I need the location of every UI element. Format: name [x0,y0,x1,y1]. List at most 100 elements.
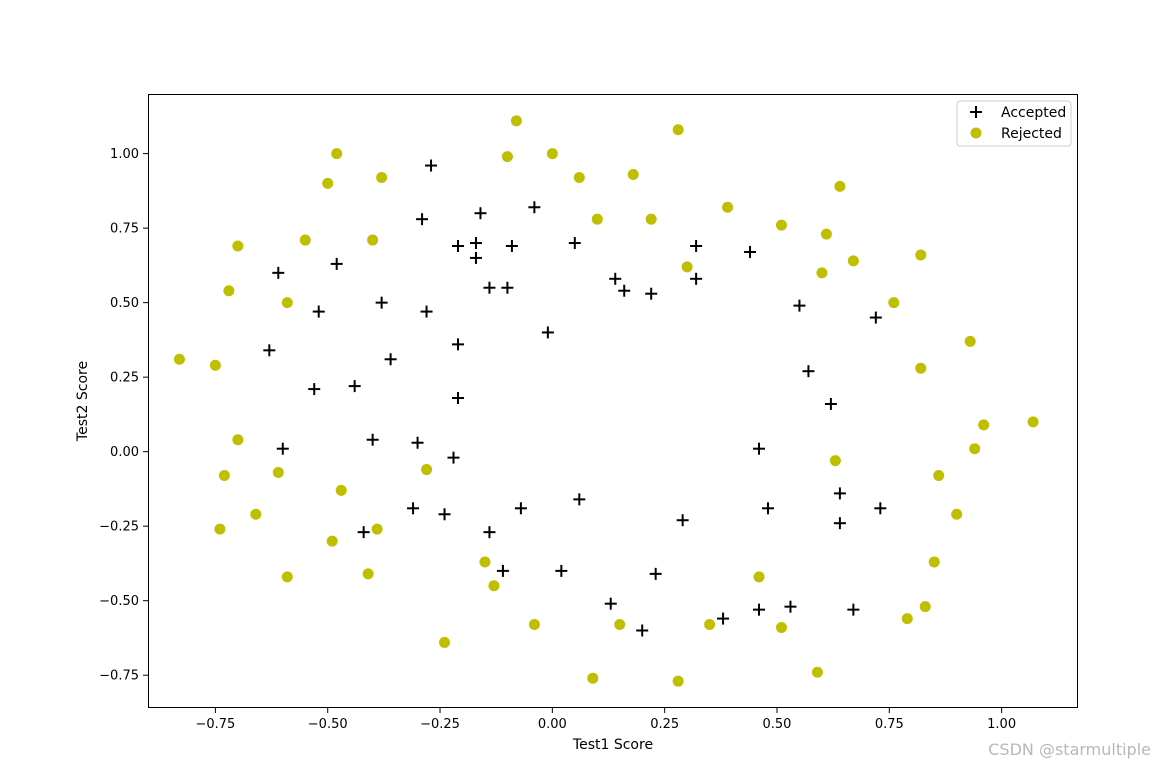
y-tick-label: −0.75 [99,669,139,684]
rejected-point [367,234,379,246]
accepted-point [452,240,464,253]
rejected-point [978,419,990,431]
rejected-point [915,249,927,261]
accepted-point [483,281,496,294]
rejected-point [775,622,787,634]
accepted-point [541,326,554,339]
legend-box [956,100,1072,147]
rejected-point [919,601,931,613]
accepted-point [425,159,438,172]
accepted-point [528,201,541,214]
rejected-point [223,285,235,297]
y-tick-label: 0.50 [110,296,139,311]
rejected-point [439,636,451,648]
rejected-point [173,353,185,365]
rejected-point [672,124,684,136]
rejected-point [722,201,734,213]
accepted-point [784,600,797,613]
rejected-point [488,580,500,592]
accepted-point [420,305,433,318]
legend-marker-rejected [970,127,982,139]
accepted-point [604,597,617,610]
plot-area [148,94,1078,708]
accepted-point [833,487,846,500]
rejected-point [820,228,832,240]
x-tick-label: −0.25 [420,717,460,732]
rejected-point [964,335,976,347]
accepted-point [452,392,464,405]
accepted-point [618,284,631,297]
accepted-point [573,493,586,506]
points-layer [173,115,1039,687]
accepted-point [505,240,518,253]
accepted-point [483,526,496,539]
accepted-point [649,567,662,580]
accepted-point [833,517,846,530]
rejected-point [573,171,585,183]
accepted-point [717,612,730,625]
plot-frame [148,94,1078,708]
x-tick-label: 0.00 [538,717,567,732]
x-axis-label: Test1 Score [572,737,653,753]
rejected-point [281,571,293,583]
accepted-point [793,299,806,312]
rejected-point [331,148,343,160]
x-tick-label: 0.25 [650,717,679,732]
accepted-point [568,237,581,250]
rejected-point [510,115,522,127]
y-tick-label: 0.75 [110,222,139,237]
accepted-point [744,245,757,258]
accepted-point [753,442,766,455]
accepted-point [474,207,487,220]
rejected-point [546,148,558,160]
legend-label-rejected: Rejected [1001,126,1062,142]
watermark: CSDN @starmultiple [988,740,1151,759]
accepted-point [366,433,379,446]
rejected-point [281,297,293,309]
accepted-point [357,526,370,539]
rejected-point [322,177,334,189]
x-tick-label: 1.00 [987,717,1016,732]
accepted-point [384,353,397,366]
rejected-point [591,213,603,225]
rejected-point [704,619,716,631]
rejected-point [847,255,859,267]
rejected-point [232,434,244,446]
x-tick-label: 0.50 [763,717,792,732]
rejected-point [951,508,963,520]
rejected-point [250,508,262,520]
rejected-point [901,613,913,625]
accepted-point [514,502,527,515]
rejected-point [501,151,513,163]
legend: Accepted Rejected [956,100,1072,147]
rejected-point [645,213,657,225]
accepted-point [555,564,568,577]
accepted-point [438,508,451,521]
rejected-point [672,675,684,687]
y-axis-label: Test2 Score [75,361,91,442]
accepted-point [802,365,815,378]
accepted-point [676,514,689,527]
rejected-point [218,470,230,482]
rejected-point [1027,416,1039,428]
rejected-point [479,556,491,568]
rejected-point [753,571,765,583]
accepted-point [469,237,482,250]
accepted-point [312,305,325,318]
accepted-point [263,344,276,357]
accepted-point [496,564,509,577]
accepted-point [308,383,321,396]
y-tick-label: −0.50 [99,594,139,609]
rejected-point [614,619,626,631]
rejected-point [816,267,828,279]
accepted-point [645,287,658,300]
rejected-point [969,443,981,455]
accepted-point [407,502,420,515]
rejected-point [775,219,787,231]
rejected-point [232,240,244,252]
y-tick-label: 0.00 [110,445,139,460]
accepted-point [762,502,774,515]
rejected-point [528,619,540,631]
accepted-point [272,266,285,279]
